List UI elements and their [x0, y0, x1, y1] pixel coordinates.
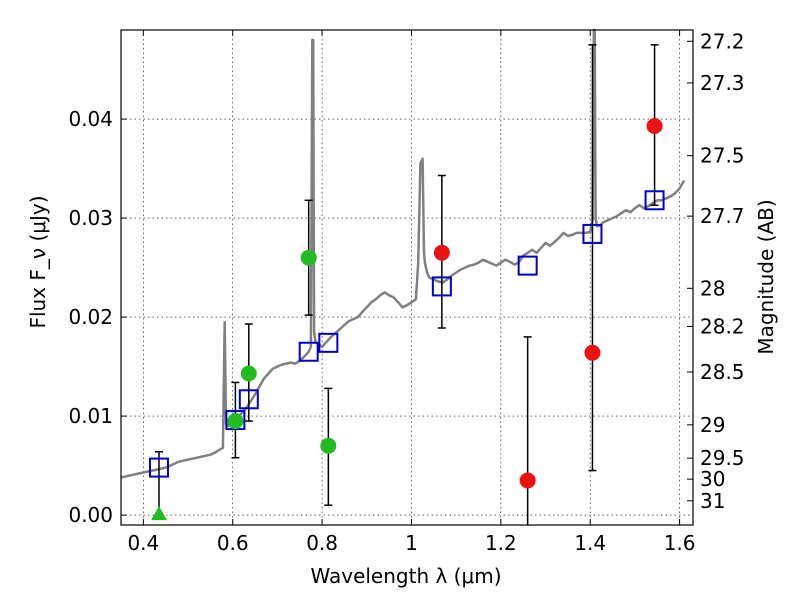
model-photometry-box: [298, 341, 319, 362]
y-tick-label: 0.04: [68, 107, 113, 131]
observed-point-red: [519, 472, 536, 489]
y-axis-label: Flux F_ν (μJy): [26, 195, 50, 328]
right-tick-label: 29.5: [700, 446, 745, 470]
observed-point-green: [320, 437, 337, 454]
y-axis-ticks: 0.00 0.01 0.02 0.03 0.04: [68, 107, 127, 527]
observed-point-green: [300, 249, 317, 266]
x-tick-label: 1: [405, 531, 418, 555]
right-tick-label: 28.5: [700, 360, 745, 384]
observed-point-red: [433, 244, 450, 261]
x-tick-label: 1.6: [664, 531, 696, 555]
right-tick-label: 29: [700, 413, 725, 437]
right-tick-label: 27.2: [700, 29, 745, 53]
y-tick-label: 0.03: [68, 206, 113, 230]
model-photometry-box: [517, 255, 538, 276]
observed-point-red: [584, 344, 601, 361]
x-tick-label: 0.6: [217, 531, 249, 555]
x-tick-label: 0.8: [306, 531, 338, 555]
upper-limit-marker: [150, 506, 167, 521]
x-axis-label: Wavelength λ (μm): [310, 564, 501, 588]
model-spectrum-line: [120, 28, 686, 479]
observed-point-red: [646, 118, 663, 135]
model-photometry-box: [225, 410, 246, 431]
x-tick-label: 1.4: [574, 531, 606, 555]
x-axis-ticks: 0.4 0.6 0.8 1 1.2 1.4 1.6: [127, 30, 696, 555]
x-tick-label: 0.4: [127, 531, 159, 555]
observed-point-green: [240, 365, 257, 382]
right-tick-label: 31: [700, 489, 725, 513]
model-photometry-layer: [148, 190, 665, 478]
plot-frame: [120, 29, 694, 526]
right-tick-label: 27.5: [700, 144, 745, 168]
model-photometry-box: [318, 332, 339, 353]
grid-lines: [121, 30, 693, 525]
right-tick-label: 27.7: [700, 204, 745, 228]
model-photometry-box: [238, 389, 259, 410]
y-tick-label: 0.01: [68, 404, 113, 428]
model-photometry-box: [431, 276, 452, 297]
y-tick-label: 0.00: [68, 503, 113, 527]
x-tick-label: 1.2: [485, 531, 517, 555]
observed-point-green: [227, 413, 244, 430]
y-tick-label: 0.02: [68, 305, 113, 329]
model-photometry-box: [582, 223, 603, 244]
right-axis-label: Magnitude (AB): [754, 199, 778, 354]
right-tick-label: 28.2: [700, 314, 745, 338]
model-photometry-box: [644, 190, 665, 211]
right-tick-label: 27.3: [700, 71, 745, 95]
observed-points-layer: [150, 118, 663, 521]
right-tick-label: 28: [700, 276, 725, 300]
model-photometry-box: [148, 457, 169, 478]
model-spectrum-layer: [120, 28, 686, 479]
right-tick-label: 30: [700, 467, 725, 491]
